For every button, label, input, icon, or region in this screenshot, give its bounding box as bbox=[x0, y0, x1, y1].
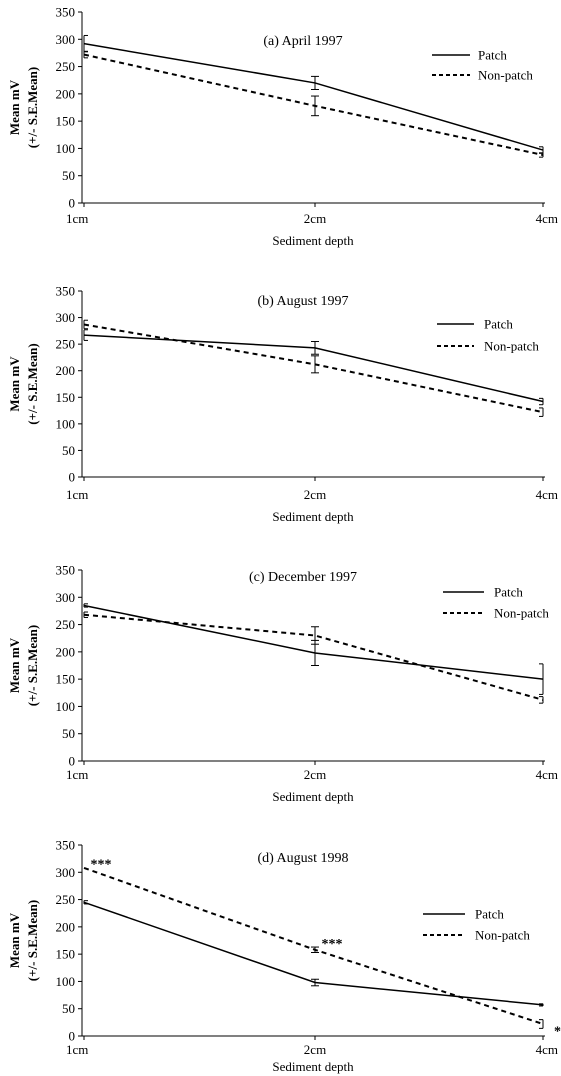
legend-label-non-patch: Non-patch bbox=[484, 339, 539, 354]
y-tick-label: 50 bbox=[62, 1001, 75, 1016]
legend-label-patch: Patch bbox=[484, 317, 513, 332]
legend-label-non-patch: Non-patch bbox=[478, 68, 533, 83]
series-line-non-patch bbox=[83, 613, 544, 701]
series-line-patch bbox=[83, 604, 544, 680]
y-axis-label-line1: Mean mV bbox=[7, 912, 22, 968]
y-tick-label: 0 bbox=[69, 470, 76, 485]
y-tick-label: 250 bbox=[56, 892, 76, 907]
series-line-non-patch bbox=[83, 53, 544, 156]
x-tick-label: 4cm bbox=[536, 1042, 558, 1057]
y-tick-label: 250 bbox=[56, 337, 76, 352]
legend-label-patch: Patch bbox=[475, 907, 504, 922]
y-tick-label: 200 bbox=[56, 86, 76, 101]
legend-label-patch: Patch bbox=[478, 48, 507, 63]
chart-panel-2: 0 50 100 150 200 250 300 350 1cm 2cm 4cm Sediment d… bbox=[7, 284, 558, 525]
y-tick-label: 100 bbox=[56, 699, 76, 714]
y-tick-label: 100 bbox=[56, 974, 76, 989]
x-tick-label: 2cm bbox=[304, 487, 326, 502]
chart-title: (b) August 1997 bbox=[258, 294, 349, 309]
x-tick-label: 2cm bbox=[304, 767, 326, 782]
x-axis-label: Sediment depth bbox=[272, 1059, 354, 1074]
y-tick-label: 200 bbox=[56, 919, 76, 934]
significance-annotation: *** bbox=[91, 857, 112, 872]
y-tick-label: 350 bbox=[56, 5, 76, 20]
y-tick-label: 250 bbox=[56, 617, 76, 632]
y-tick-label: 100 bbox=[56, 416, 76, 431]
chart-panel-4: 0 50 100 150 200 250 300 350 1cm 2cm 4cm Sediment d… bbox=[7, 838, 561, 1075]
x-tick-label: 2cm bbox=[304, 1042, 326, 1057]
x-tick-label: 2cm bbox=[304, 211, 326, 226]
chart-panel-1: 0 50 100 150 200 250 300 350 1cm 2cm 4cm Sediment d… bbox=[7, 5, 558, 249]
x-tick-label: 1cm bbox=[66, 767, 88, 782]
legend-label-non-patch: Non-patch bbox=[475, 928, 530, 943]
y-tick-label: 50 bbox=[62, 168, 75, 183]
y-axis-label-line2: (+/- S.E.Mean) bbox=[25, 67, 40, 148]
y-tick-label: 350 bbox=[56, 284, 76, 299]
y-tick-label: 50 bbox=[62, 726, 75, 741]
series-line-patch bbox=[83, 42, 544, 151]
y-tick-label: 200 bbox=[56, 363, 76, 378]
y-tick-label: 100 bbox=[56, 141, 76, 156]
y-axis-label-line2: (+/- S.E.Mean) bbox=[25, 625, 40, 706]
y-tick-label: 350 bbox=[56, 563, 76, 578]
significance-annotation: * bbox=[554, 1024, 561, 1039]
significance-annotation: *** bbox=[322, 937, 343, 952]
y-tick-label: 350 bbox=[56, 838, 76, 853]
chart-title: (c) December 1997 bbox=[249, 570, 357, 585]
x-tick-label: 1cm bbox=[66, 211, 88, 226]
x-axis-label: Sediment depth bbox=[272, 789, 354, 804]
y-tick-label: 300 bbox=[56, 590, 76, 605]
y-tick-label: 50 bbox=[62, 443, 75, 458]
y-tick-label: 250 bbox=[56, 59, 76, 74]
chart-title: (a) April 1997 bbox=[263, 34, 342, 49]
x-tick-label: 4cm bbox=[536, 211, 558, 226]
x-tick-label: 4cm bbox=[536, 767, 558, 782]
series-line-non-patch bbox=[83, 866, 544, 1025]
y-axis-label-line2: (+/- S.E.Mean) bbox=[25, 900, 40, 981]
y-tick-label: 300 bbox=[56, 865, 76, 880]
y-tick-label: 150 bbox=[56, 390, 76, 405]
y-axis-label-line1: Mean mV bbox=[7, 79, 22, 135]
y-axis-label-line1: Mean mV bbox=[7, 637, 22, 693]
x-tick-label: 1cm bbox=[66, 487, 88, 502]
legend-label-non-patch: Non-patch bbox=[494, 606, 549, 621]
y-tick-label: 0 bbox=[69, 1029, 76, 1044]
x-axis-label: Sediment depth bbox=[272, 233, 354, 248]
y-axis-label-line1: Mean mV bbox=[7, 356, 22, 412]
series-line-patch bbox=[83, 334, 544, 403]
y-axis-label-line2: (+/- S.E.Mean) bbox=[25, 343, 40, 424]
y-tick-label: 150 bbox=[56, 672, 76, 687]
y-tick-label: 300 bbox=[56, 310, 76, 325]
chart-title: (d) August 1998 bbox=[258, 851, 349, 866]
y-tick-label: 150 bbox=[56, 947, 76, 962]
y-tick-label: 0 bbox=[69, 196, 76, 211]
y-tick-label: 150 bbox=[56, 114, 76, 129]
x-tick-label: 4cm bbox=[536, 487, 558, 502]
x-tick-label: 1cm bbox=[66, 1042, 88, 1057]
y-tick-label: 200 bbox=[56, 644, 76, 659]
series-line-non-patch bbox=[83, 323, 544, 414]
x-axis-label: Sediment depth bbox=[272, 509, 354, 524]
y-tick-label: 300 bbox=[56, 32, 76, 47]
legend-label-patch: Patch bbox=[494, 585, 523, 600]
chart-panel-3: 0 50 100 150 200 250 300 350 1cm 2cm 4cm Sediment d… bbox=[7, 563, 558, 805]
y-tick-label: 0 bbox=[69, 754, 76, 769]
